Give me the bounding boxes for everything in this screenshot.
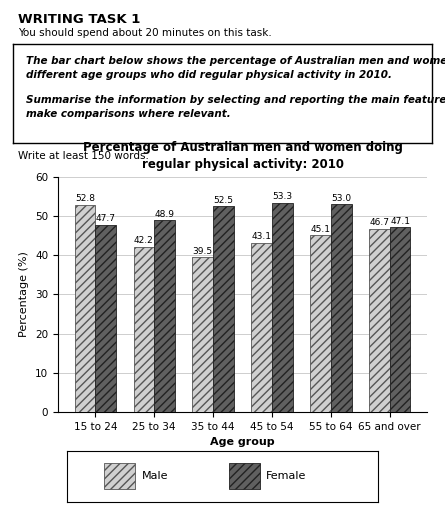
Title: Percentage of Australian men and women doing
regular physical activity: 2010: Percentage of Australian men and women d… [83, 141, 402, 172]
Text: 47.7: 47.7 [96, 215, 116, 223]
Bar [369, 229, 390, 412]
Bar [331, 204, 352, 412]
Bar [95, 225, 116, 412]
Bar [154, 220, 175, 412]
Text: 52.5: 52.5 [214, 196, 233, 204]
Bar [192, 257, 213, 412]
Bar [272, 203, 293, 412]
Text: 53.3: 53.3 [272, 193, 292, 201]
Bar [251, 243, 272, 412]
Y-axis label: Percentage (%): Percentage (%) [20, 251, 29, 337]
Text: The bar chart below shows the percentage of Australian men and women in
differen: The bar chart below shows the percentage… [26, 55, 445, 79]
Text: Summarise the information by selecting and reporting the main features, and
make: Summarise the information by selecting a… [26, 95, 445, 119]
Bar [75, 205, 95, 412]
Text: WRITING TASK 1: WRITING TASK 1 [18, 13, 140, 26]
Bar [310, 235, 331, 412]
Text: You should spend about 20 minutes on this task.: You should spend about 20 minutes on thi… [18, 28, 271, 38]
Bar [104, 463, 135, 489]
Text: 46.7: 46.7 [369, 218, 389, 227]
Bar [134, 246, 154, 412]
Text: 42.2: 42.2 [134, 236, 154, 245]
Bar [213, 206, 234, 412]
Bar [390, 227, 410, 412]
Bar [229, 463, 260, 489]
Text: Male: Male [142, 471, 168, 481]
Text: Write at least 150 words.: Write at least 150 words. [18, 151, 149, 161]
Text: 45.1: 45.1 [311, 225, 331, 233]
Text: 48.9: 48.9 [154, 209, 174, 219]
Text: 47.1: 47.1 [390, 217, 410, 226]
X-axis label: Age group: Age group [210, 437, 275, 447]
Text: 43.1: 43.1 [252, 232, 271, 242]
Text: Female: Female [266, 471, 307, 481]
Text: 39.5: 39.5 [193, 247, 213, 255]
Text: 52.8: 52.8 [75, 195, 95, 203]
Text: 53.0: 53.0 [331, 194, 351, 203]
